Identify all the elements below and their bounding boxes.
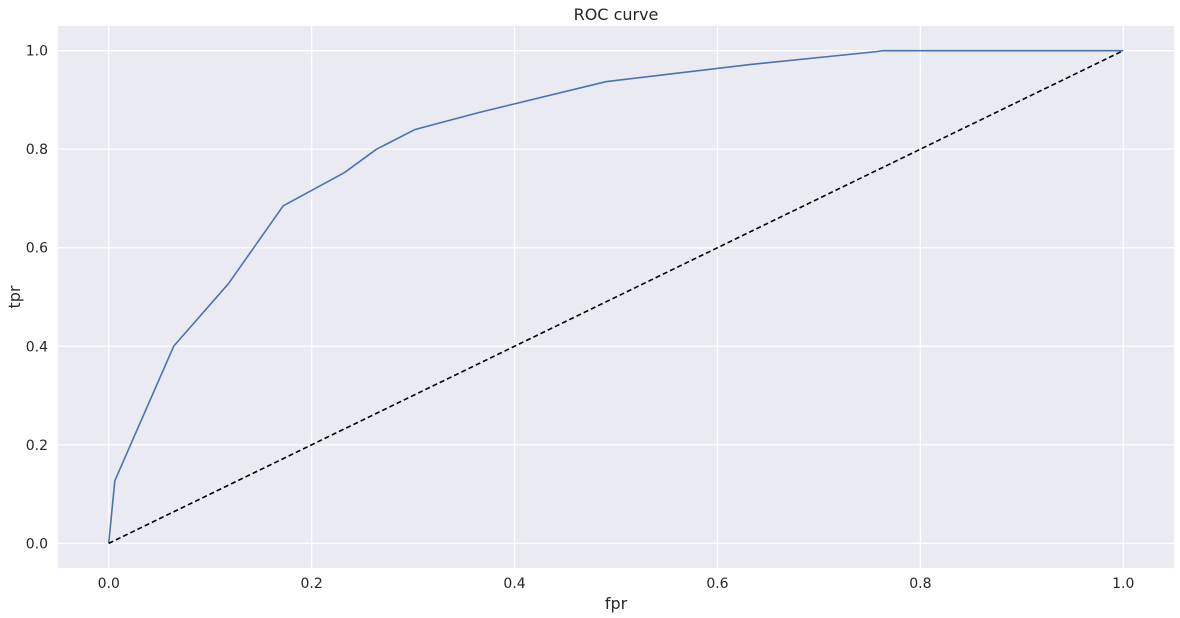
diagonal-reference-line: [108, 49, 1124, 545]
x-tick-label: 0.8: [909, 576, 931, 592]
x-tick-label: 1.0: [1112, 576, 1134, 592]
x-tick-label: 0.2: [301, 576, 323, 592]
series-layer: [107, 49, 1124, 545]
y-tick-label: 0.4: [26, 339, 48, 355]
y-axis-label: tpr: [5, 285, 24, 308]
y-tick-label: 0.8: [26, 142, 48, 158]
x-tick-label: 0.4: [503, 576, 525, 592]
y-tick-label: 0.6: [26, 241, 48, 257]
y-tick-label: 1.0: [26, 44, 48, 60]
x-tick-label: 0.0: [98, 576, 120, 592]
y-tick-label: 0.0: [26, 536, 48, 552]
x-tick-labels: 0.0 0.2 0.4 0.6 0.8 1.0: [98, 576, 1135, 592]
chart-title: ROC curve: [574, 5, 659, 24]
x-tick-label: 0.6: [706, 576, 728, 592]
grid-lines: [58, 26, 1174, 568]
roc-curve-line: [107, 49, 1124, 544]
x-axis-label: fpr: [605, 594, 628, 613]
y-tick-label: 0.2: [26, 438, 48, 454]
y-tick-labels: 0.0 0.2 0.4 0.6 0.8 1.0: [26, 44, 48, 553]
